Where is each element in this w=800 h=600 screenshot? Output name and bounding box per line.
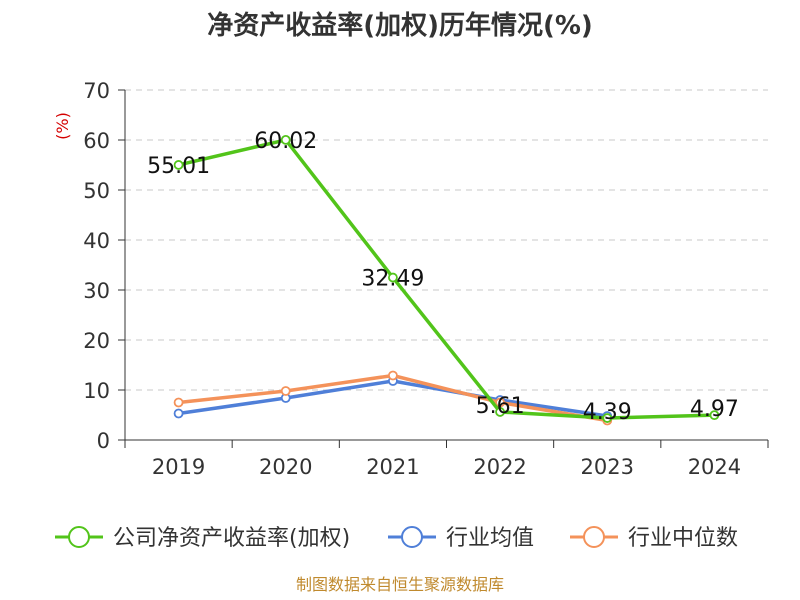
y-tick-label: 60: [83, 129, 110, 153]
legend-swatch-marker: [68, 526, 90, 548]
y-tick-label: 50: [83, 179, 110, 203]
x-tick-label: 2024: [688, 455, 741, 479]
y-tick-label: 20: [83, 329, 110, 353]
x-tick-label: 2019: [152, 455, 205, 479]
x-tick-label: 2023: [581, 455, 634, 479]
legend-item[interactable]: 公司净资产收益率(加权): [55, 526, 350, 551]
data-source-note: 制图数据来自恒生聚源数据库: [296, 575, 504, 594]
data-point: [495, 397, 505, 408]
axes: 0 10 20 30 40 50 60 70 2019 2020 2021 2022 2023 2024: [83, 79, 769, 479]
data-label: 32.49: [361, 267, 424, 292]
y-tick-label: 30: [83, 279, 110, 303]
legend-swatch-marker: [583, 526, 605, 548]
data-label: 5.61: [476, 394, 525, 419]
data-label: 4.39: [583, 400, 632, 425]
data-point: [602, 413, 613, 423]
data-point: [495, 407, 505, 417]
legend-item[interactable]: 行业均值: [388, 526, 534, 551]
series-line-0: [178, 138, 715, 420]
data-point: [173, 397, 184, 408]
y-tick-label: 0: [97, 429, 110, 453]
y-tick-label: 40: [83, 229, 110, 253]
x-tick-label: 2021: [366, 455, 419, 479]
legend-label: 行业均值: [446, 526, 534, 551]
data-point: [709, 410, 720, 421]
x-tick-label: 2022: [473, 455, 526, 479]
data-label: 55.01: [147, 154, 210, 179]
data-point: [173, 160, 184, 170]
legend-swatch-marker: [401, 526, 423, 548]
legend-item[interactable]: 行业中位数: [570, 526, 738, 551]
legend-label: 行业中位数: [628, 526, 738, 551]
data-point: [388, 272, 398, 283]
x-tick-label: 2020: [259, 455, 312, 479]
data-point: [280, 134, 291, 145]
legend-label: 公司净资产收益率(加权): [113, 526, 350, 551]
data-labels: 55.01 60.02 32.49 5.61 4.39 4.97: [147, 129, 739, 425]
data-point: [388, 370, 398, 381]
legend: 公司净资产收益率(加权) 行业均值 行业中位数: [55, 526, 738, 551]
data-point: [173, 408, 184, 419]
y-axis-unit-label: (%): [53, 112, 72, 140]
y-tick-label: 70: [83, 79, 110, 103]
chart-title: 净资产收益率(加权)历年情况(%): [207, 10, 593, 41]
y-tick-label: 10: [83, 379, 110, 403]
data-label: 60.02: [254, 129, 317, 154]
data-label: 4.97: [690, 397, 739, 422]
series-lines: [173, 134, 720, 426]
data-point: [280, 386, 291, 396]
